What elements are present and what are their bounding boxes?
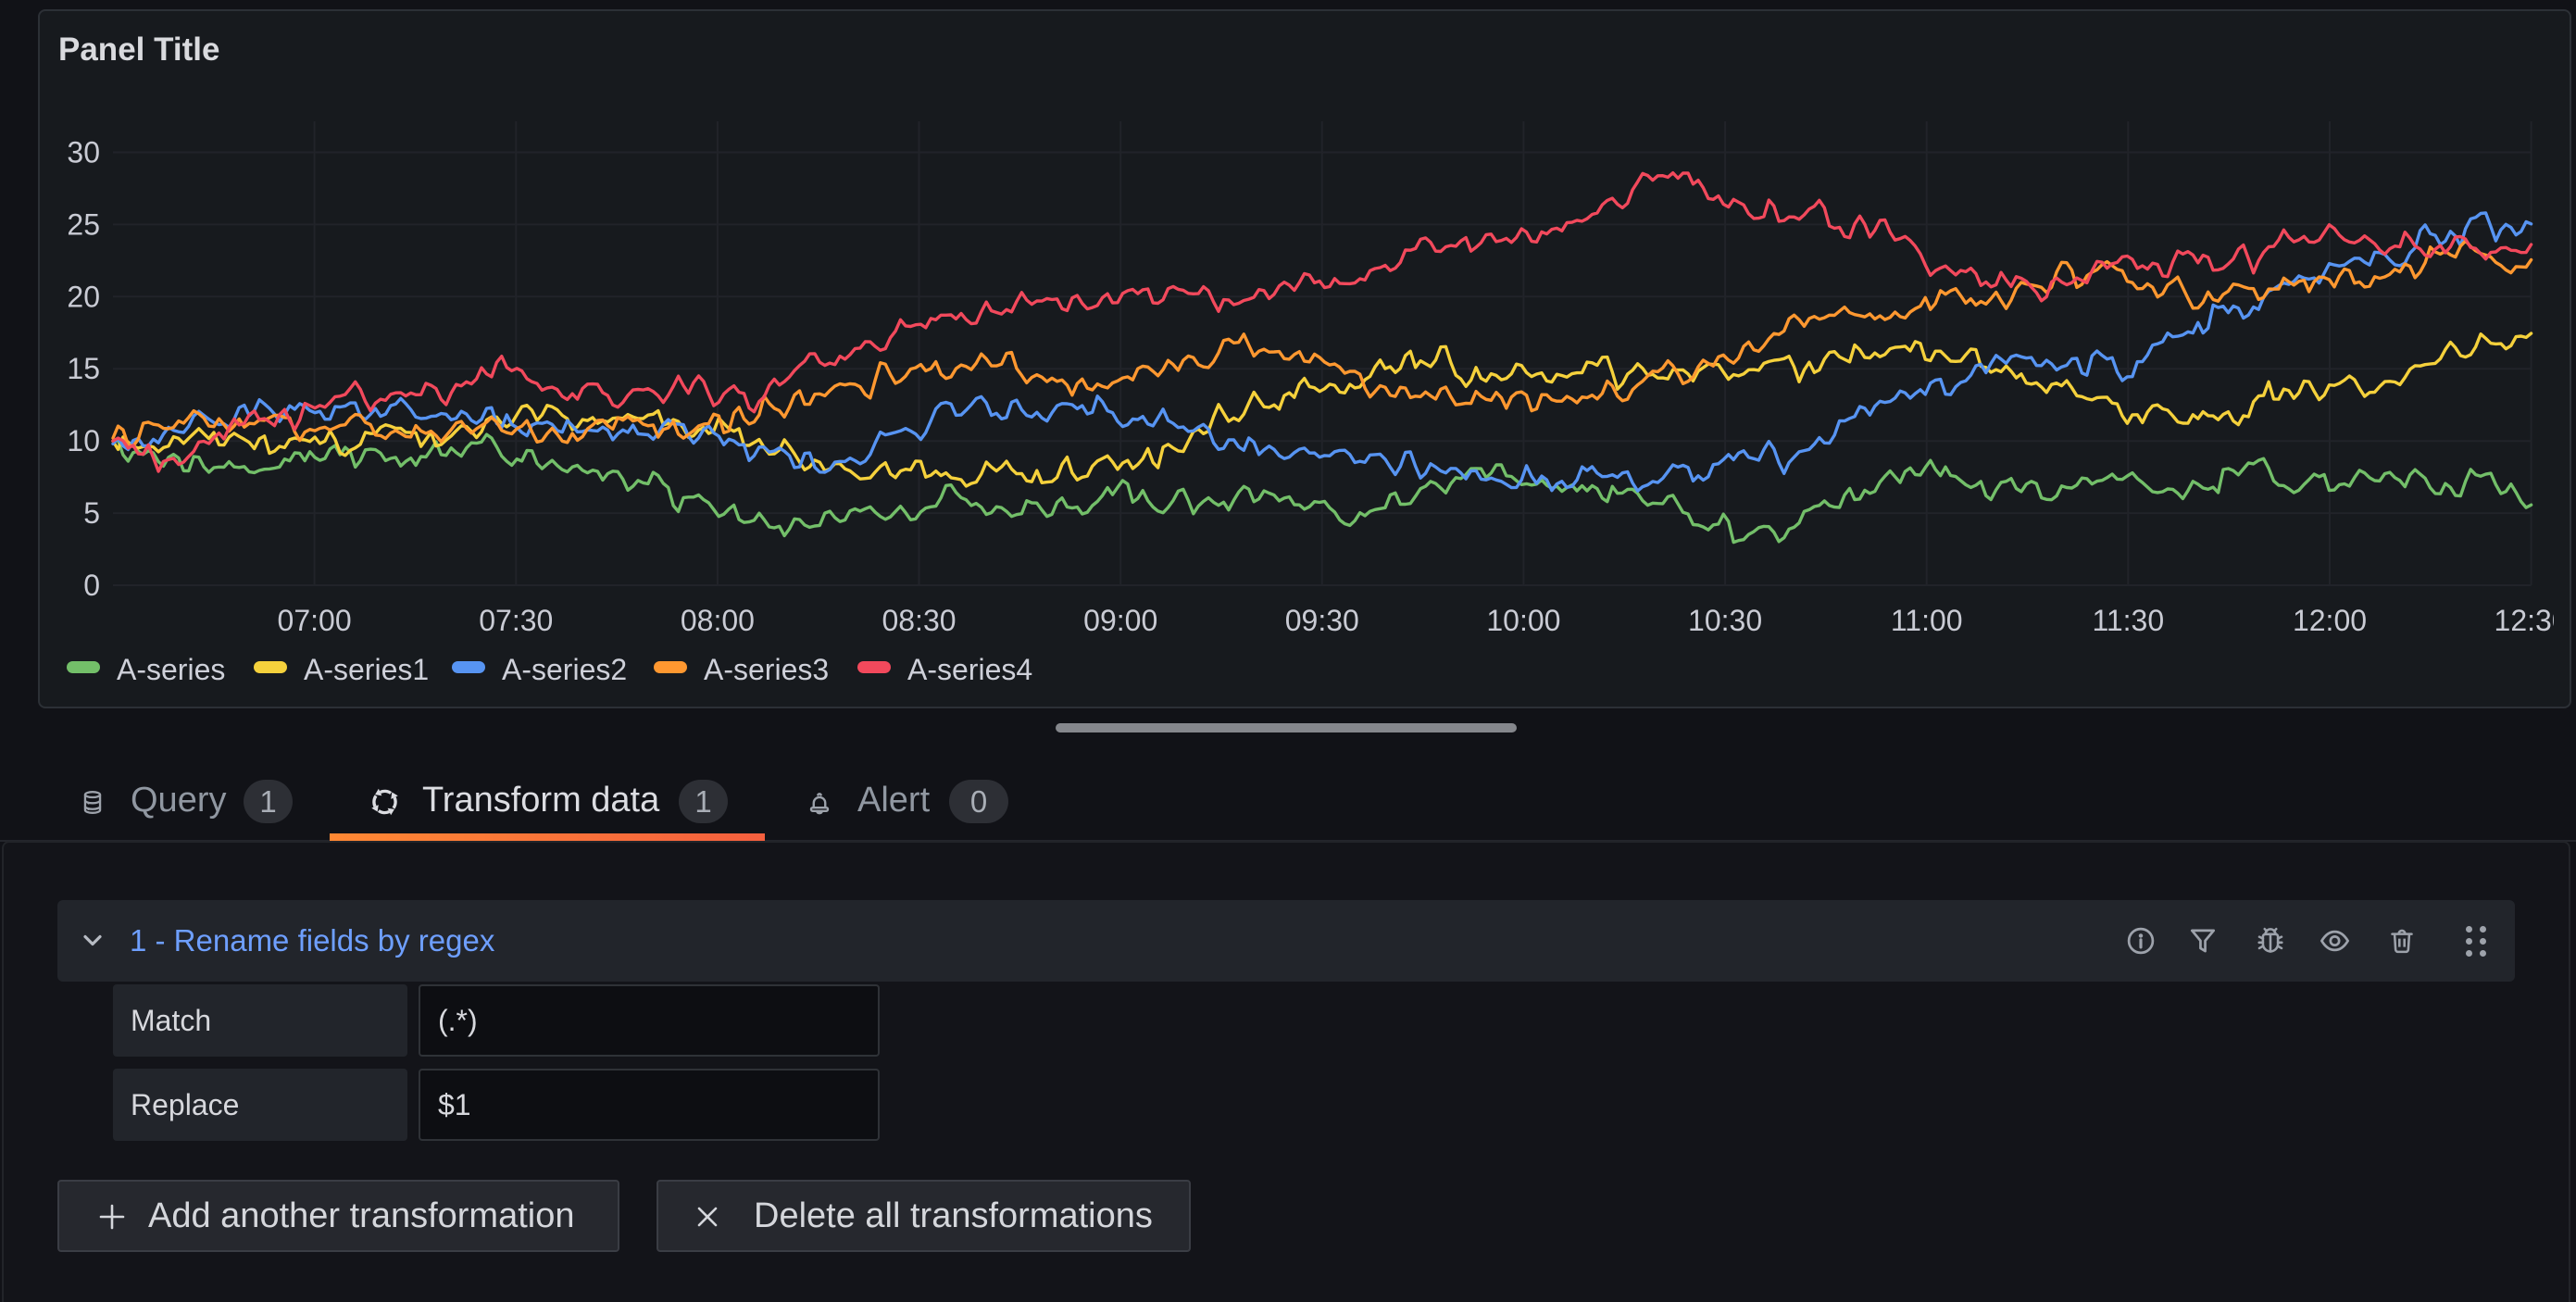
svg-text:12:00: 12:00 bbox=[2293, 604, 2367, 637]
svg-text:08:00: 08:00 bbox=[681, 604, 755, 637]
svg-text:09:30: 09:30 bbox=[1285, 604, 1359, 637]
svg-text:07:30: 07:30 bbox=[479, 604, 553, 637]
svg-text:A-series1: A-series1 bbox=[304, 653, 429, 686]
svg-text:10:30: 10:30 bbox=[1688, 604, 1762, 637]
svg-text:07:00: 07:00 bbox=[278, 604, 352, 637]
svg-text:5: 5 bbox=[83, 496, 100, 530]
svg-text:10:00: 10:00 bbox=[1486, 604, 1560, 637]
svg-text:12:30: 12:30 bbox=[2495, 604, 2554, 637]
svg-text:11:30: 11:30 bbox=[2092, 604, 2164, 637]
svg-text:10: 10 bbox=[67, 424, 100, 457]
svg-text:0: 0 bbox=[83, 569, 100, 602]
svg-text:08:30: 08:30 bbox=[882, 604, 956, 637]
svg-text:A-series3: A-series3 bbox=[704, 653, 829, 686]
svg-text:20: 20 bbox=[67, 280, 100, 313]
svg-text:A-series: A-series bbox=[117, 653, 225, 686]
svg-text:A-series4: A-series4 bbox=[907, 653, 1032, 686]
svg-text:A-series2: A-series2 bbox=[502, 653, 627, 686]
svg-text:30: 30 bbox=[67, 136, 100, 169]
svg-text:25: 25 bbox=[67, 207, 100, 241]
svg-text:11:00: 11:00 bbox=[1891, 604, 1963, 637]
svg-text:09:00: 09:00 bbox=[1083, 604, 1157, 637]
svg-text:15: 15 bbox=[67, 352, 100, 385]
